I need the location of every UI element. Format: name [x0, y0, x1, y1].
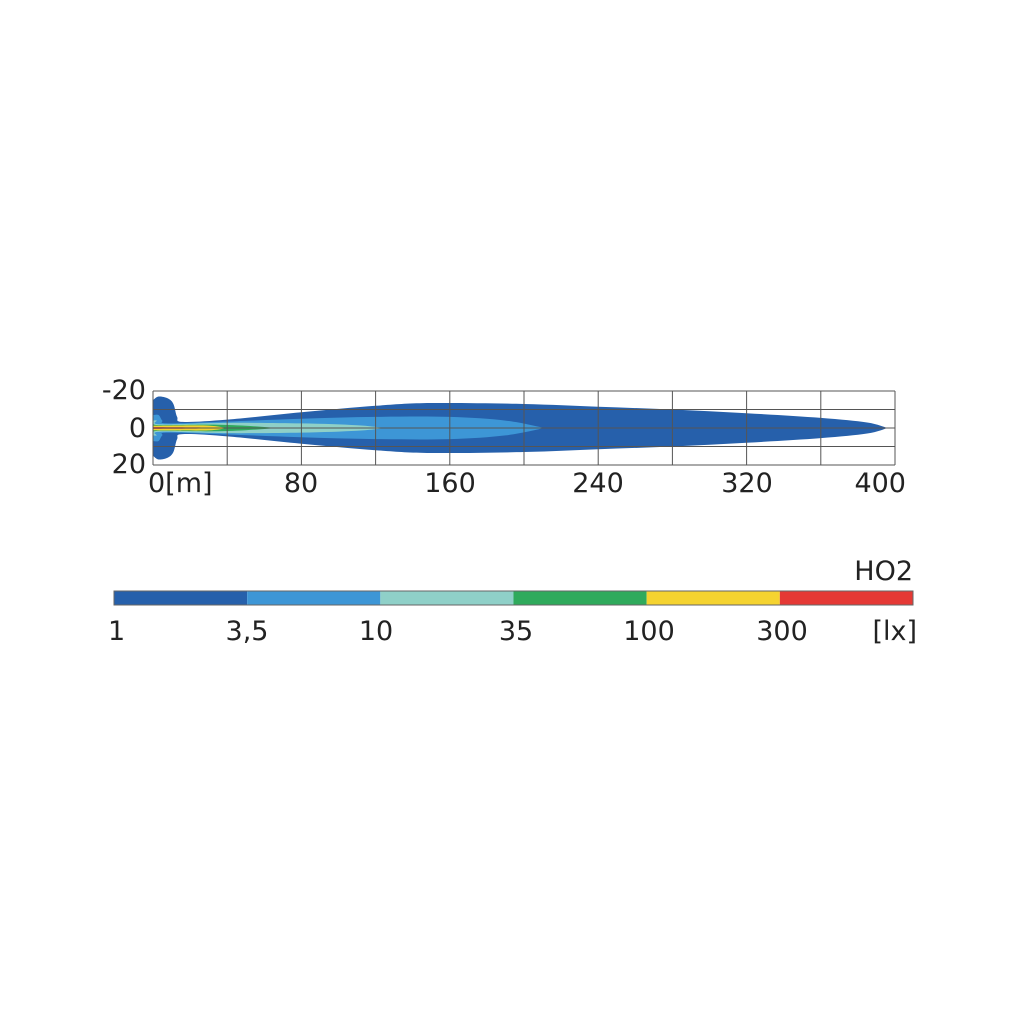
- legend-bar: [113, 590, 914, 606]
- y-tick-label: -20: [102, 375, 146, 406]
- legend-unit: [lx]: [872, 616, 917, 647]
- legend-swatch: [513, 591, 647, 605]
- legend-swatch: [779, 591, 913, 605]
- legend-swatch: [646, 591, 780, 605]
- legend-label: 100: [623, 616, 675, 647]
- x-tick-label: 320: [721, 468, 773, 499]
- color-legend: HO2 1 3,5 10 35 100 300 [lx]: [108, 556, 917, 647]
- y-tick-label: 0: [129, 413, 146, 444]
- y-axis: -20 0 20: [102, 375, 146, 480]
- x-tick-label: 400: [854, 468, 906, 499]
- legend-swatch: [114, 591, 248, 605]
- x-tick-label: 160: [424, 468, 476, 499]
- y-tick-label: 20: [112, 449, 146, 480]
- legend-label: 3,5: [226, 616, 269, 647]
- legend-label: 1: [108, 616, 125, 647]
- legend-title: HO2: [854, 556, 913, 587]
- grid: [152, 390, 896, 466]
- legend-swatch: [247, 591, 381, 605]
- x-tick-label: 0[m]: [148, 468, 213, 499]
- legend-label: 10: [359, 616, 393, 647]
- x-tick-label: 240: [572, 468, 624, 499]
- legend-border: [113, 590, 914, 606]
- x-tick-label: 80: [284, 468, 318, 499]
- x-axis: 0[m] 80 160 240 320 400: [148, 468, 906, 499]
- legend-label: 35: [499, 616, 533, 647]
- legend-label: 300: [756, 616, 808, 647]
- legend-swatch: [380, 591, 514, 605]
